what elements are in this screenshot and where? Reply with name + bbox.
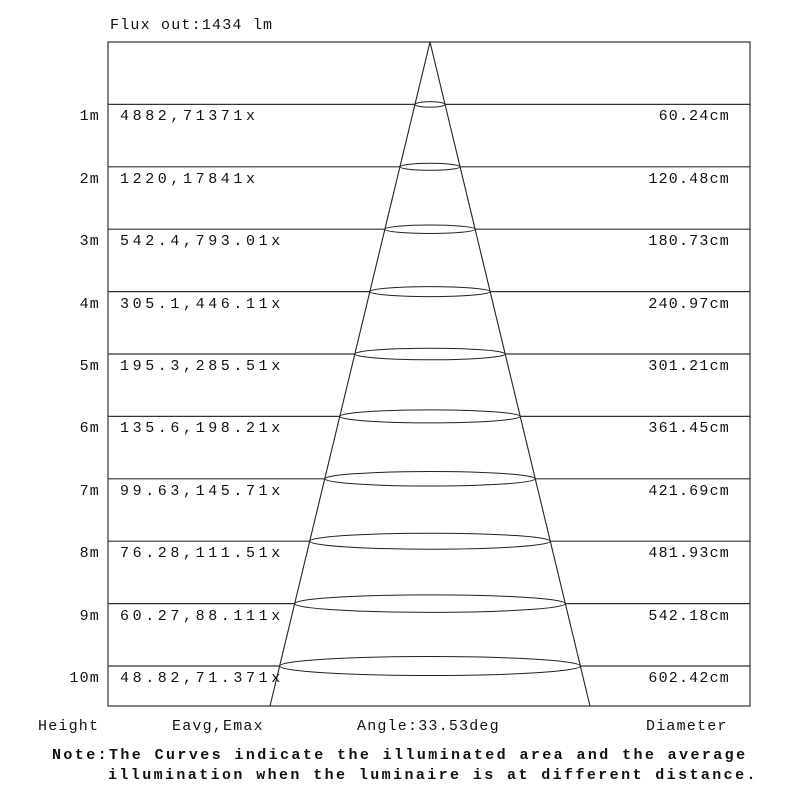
- row-height: 10m: [69, 670, 100, 687]
- row-illuminance: 48.82,71.371x: [120, 670, 284, 687]
- note-line-2: illumination when the luminaire is at di…: [108, 767, 758, 784]
- note-line-1: Note:The Curves indicate the illuminated…: [52, 747, 748, 764]
- row-illuminance: 195.3,285.51x: [120, 358, 284, 375]
- row-height: 8m: [79, 545, 100, 563]
- row-diameter: 481.93cm: [648, 545, 730, 563]
- illuminated-area-ellipse: [414, 101, 446, 108]
- row-height: 1m: [79, 108, 100, 126]
- row-illuminance: 60.27,88.111x: [120, 607, 284, 625]
- table-frame: [107, 41, 751, 707]
- row-illuminance: 542.4,793.01x: [120, 233, 284, 251]
- row-diameter: 542.18cm: [648, 607, 730, 625]
- illuminated-area-ellipse: [384, 224, 476, 234]
- illuminated-area-ellipse: [339, 409, 521, 424]
- flux-out-label: Flux out:1434 lm: [110, 17, 274, 34]
- cone-edge-left: [269, 41, 431, 707]
- row-height: 6m: [79, 420, 100, 438]
- angle-label: Angle:33.53deg: [357, 718, 500, 735]
- row-height: 2m: [79, 170, 100, 188]
- row-height: 5m: [79, 358, 100, 375]
- illuminated-area-ellipse: [309, 532, 551, 550]
- row-diameter: 60.24cm: [658, 108, 730, 126]
- row-diameter: 602.42cm: [648, 670, 730, 687]
- diameter-label: Diameter: [646, 718, 728, 735]
- illuminated-area-ellipse: [279, 656, 581, 676]
- row-illuminance: 99.63,145.71x: [120, 482, 284, 500]
- illuminated-area-ellipse: [324, 471, 536, 487]
- row-height: 9m: [79, 607, 100, 625]
- illuminated-area-ellipse: [354, 347, 506, 361]
- row-height: 3m: [79, 233, 100, 251]
- row-illuminance: 76.28,111.51x: [120, 545, 284, 563]
- eavg-emax-label: Eavg,Emax: [172, 718, 264, 735]
- row-diameter: 180.73cm: [648, 233, 730, 251]
- row-diameter: 240.97cm: [648, 295, 730, 313]
- row-illuminance: 4882,71371x: [120, 108, 259, 126]
- cone-edge-right: [429, 41, 591, 707]
- row-height: 7m: [79, 482, 100, 500]
- illuminated-area-ellipse: [399, 162, 461, 171]
- row-height: 4m: [79, 295, 100, 313]
- row-diameter: 120.48cm: [648, 170, 730, 188]
- row-illuminance: 135.6,198.21x: [120, 420, 284, 438]
- illuminated-area-ellipse: [294, 594, 566, 613]
- row-illuminance: 305.1,446.11x: [120, 295, 284, 313]
- row-illuminance: 1220,17841x: [120, 170, 259, 188]
- illuminated-area-ellipse: [369, 286, 491, 298]
- row-diameter: 361.45cm: [648, 420, 730, 438]
- height-label: Height: [38, 718, 100, 735]
- row-diameter: 421.69cm: [648, 482, 730, 500]
- row-diameter: 301.21cm: [648, 358, 730, 375]
